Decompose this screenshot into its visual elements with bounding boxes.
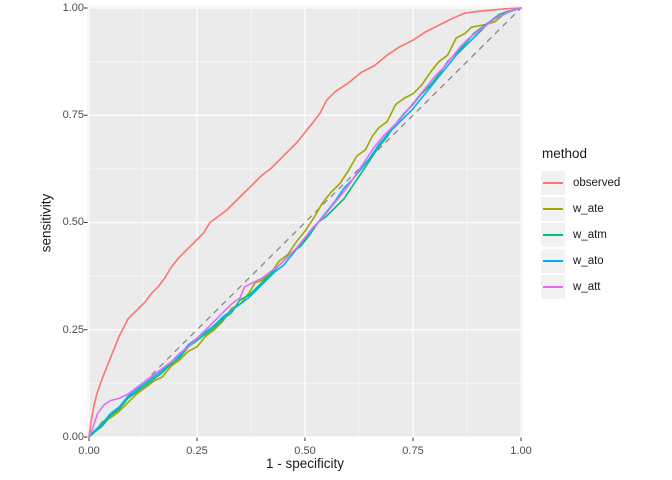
y-tick-label: 1.00 [62,2,84,14]
roc-curve-observed [88,7,522,438]
x-tick-label: 0.25 [186,445,208,457]
legend-key-line [543,208,563,210]
legend-key-line [543,182,563,184]
x-axis-title: 1 - specificity [265,456,345,471]
legend-item-w-ato: w_ato [541,249,620,273]
legend-key-swatch [541,171,565,195]
legend: method observed w_ate w_atm w_ato w_att [541,146,620,301]
y-tick-label: 0.75 [62,109,84,121]
y-axis-title: sensitivity [38,193,54,253]
legend-item-w-att: w_att [541,275,620,299]
legend-key-swatch [541,197,565,221]
x-tick-label: 0.00 [78,445,100,457]
legend-item-observed: observed [541,171,620,195]
x-tick-label: 0.75 [402,445,424,457]
legend-key-swatch [541,223,565,247]
legend-item-label: w_att [573,281,601,293]
legend-item-label: w_ate [573,203,604,215]
legend-item-w-atm: w_atm [541,223,620,247]
legend-key-swatch [541,275,565,299]
legend-item-label: observed [573,177,621,189]
roc-curve-w_ate [88,7,522,438]
y-tick-label: 0.00 [62,431,84,443]
legend-item-label: w_ato [573,255,604,267]
legend-key-line [543,260,563,262]
roc-curve-w_att [88,7,522,438]
legend-item-label: w_atm [573,229,607,241]
reference-diagonal-line [88,7,522,438]
x-tick-label: 1.00 [510,445,532,457]
legend-title: method [542,146,588,161]
legend-key-swatch [541,249,565,273]
y-tick-label: 0.50 [62,216,84,228]
legend-key-line [543,234,563,236]
x-tick-label: 0.50 [294,445,316,457]
y-tick-label: 0.25 [62,324,84,336]
legend-key-line [543,286,563,288]
legend-item-w-ate: w_ate [541,197,620,221]
